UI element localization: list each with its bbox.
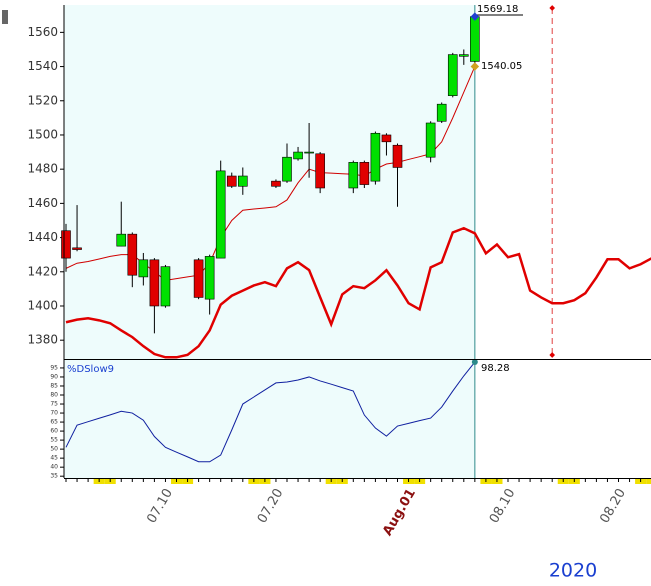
y-tick-label: 55 [50,437,58,444]
candle-body [271,180,281,187]
candle-body [61,230,71,259]
legend-entry: %DSlow9 [67,364,114,375]
y-tick-label: 1420 [27,264,58,278]
y-tick-label: 1460 [27,196,58,210]
y-tick-label: 65 [50,419,58,426]
readout-marker [471,359,478,366]
series-line [65,361,476,463]
y-tick-label: 50 [50,446,58,453]
cursor-marker [549,5,556,11]
candle-body [138,259,149,278]
candle-body [282,156,292,182]
shade [64,360,474,478]
y-tick-label: 45 [50,455,58,462]
candle-body [72,247,82,250]
cursor-marker [549,352,556,358]
candle-body [204,256,215,300]
y-tick-label: 90 [50,373,58,380]
y-tick-label: 40 [50,464,58,471]
x-tick-label: 07.20 [255,486,287,526]
y-tick-label: 1480 [27,162,58,176]
candle-body [470,16,480,62]
y-tick-label: 75 [50,401,58,408]
candle-body [392,144,403,168]
x-tick-label: 08.20 [597,486,629,526]
candle-body [116,233,127,247]
y-tick-label: 1520 [27,93,58,107]
y-tick-label: 1500 [27,127,58,141]
y-tick-label: 85 [50,382,58,389]
candle-body [238,175,248,187]
readout-label: 98.28 [481,363,510,374]
candle-body [127,233,138,276]
candle-body [458,54,469,57]
candle-body [370,132,381,182]
candle-body [381,134,392,143]
y-tick-label: 1400 [27,298,58,312]
readout-marker [470,12,480,21]
weekend-block [646,479,651,484]
candle-body [447,54,458,96]
x-tick-label: 07.10 [144,486,176,526]
y-tick-label: 95 [50,364,58,371]
candle-body [304,151,314,154]
candle-body [436,103,447,122]
year-label: 2020 [549,560,597,582]
candle-body [315,153,325,189]
y-tick-label: 1540 [27,59,58,73]
candle-body [359,162,370,185]
candle-body [425,122,436,158]
y-tick-label: 35 [50,473,58,480]
series-line [65,226,651,359]
y-tick-label: 1440 [27,230,58,244]
x-tick-label: Aug.01 [380,486,419,538]
y-tick-label: 1380 [27,333,58,347]
x-tick-label: 08.10 [487,486,519,526]
candle-body [160,266,171,307]
candle-body [348,162,359,189]
candle-body [226,175,237,187]
icon [2,10,8,24]
candle-body [293,151,303,160]
readout-label: 1569.18 [477,4,518,15]
y-tick-label: 80 [50,392,58,399]
candle-body [193,259,204,298]
y-tick-label: 60 [50,428,58,435]
y-tick-label: 1560 [27,25,58,39]
readout-label: 1540.05 [481,61,522,72]
candle-body [149,259,160,307]
y-tick-label: 70 [50,410,58,417]
candle-body [215,170,226,259]
